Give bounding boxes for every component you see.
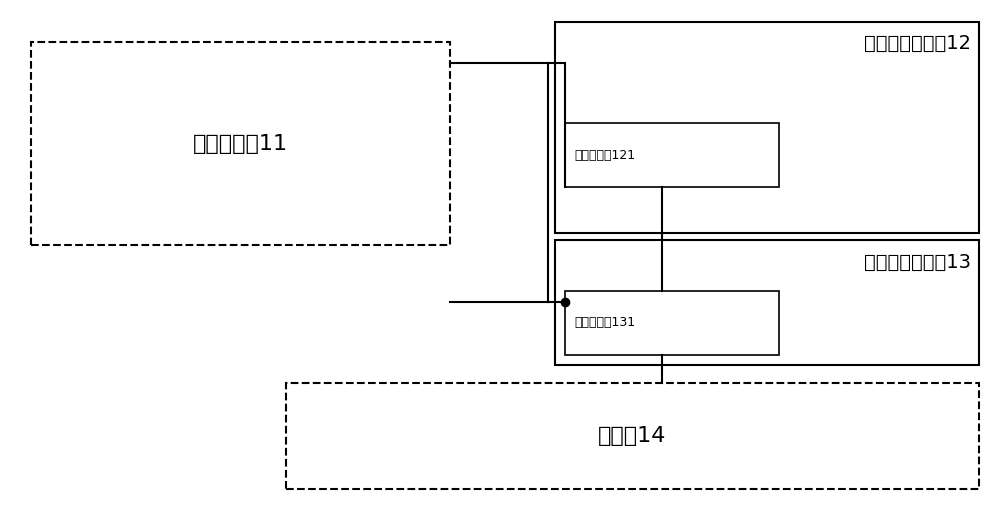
Text: 第二直流变换器13: 第二直流变换器13 (864, 253, 971, 272)
FancyBboxPatch shape (31, 42, 450, 245)
Text: 第一直流变换器12: 第一直流变换器12 (864, 34, 971, 54)
FancyBboxPatch shape (565, 123, 779, 187)
Text: 控制器14: 控制器14 (598, 426, 666, 446)
FancyBboxPatch shape (555, 22, 979, 233)
Text: 第二滤波器131: 第二滤波器131 (575, 316, 636, 329)
FancyBboxPatch shape (555, 240, 979, 365)
FancyBboxPatch shape (565, 291, 779, 355)
Text: 单相整流器11: 单相整流器11 (193, 134, 288, 154)
Text: 第一滤波器121: 第一滤波器121 (575, 149, 636, 161)
FancyBboxPatch shape (286, 383, 979, 489)
